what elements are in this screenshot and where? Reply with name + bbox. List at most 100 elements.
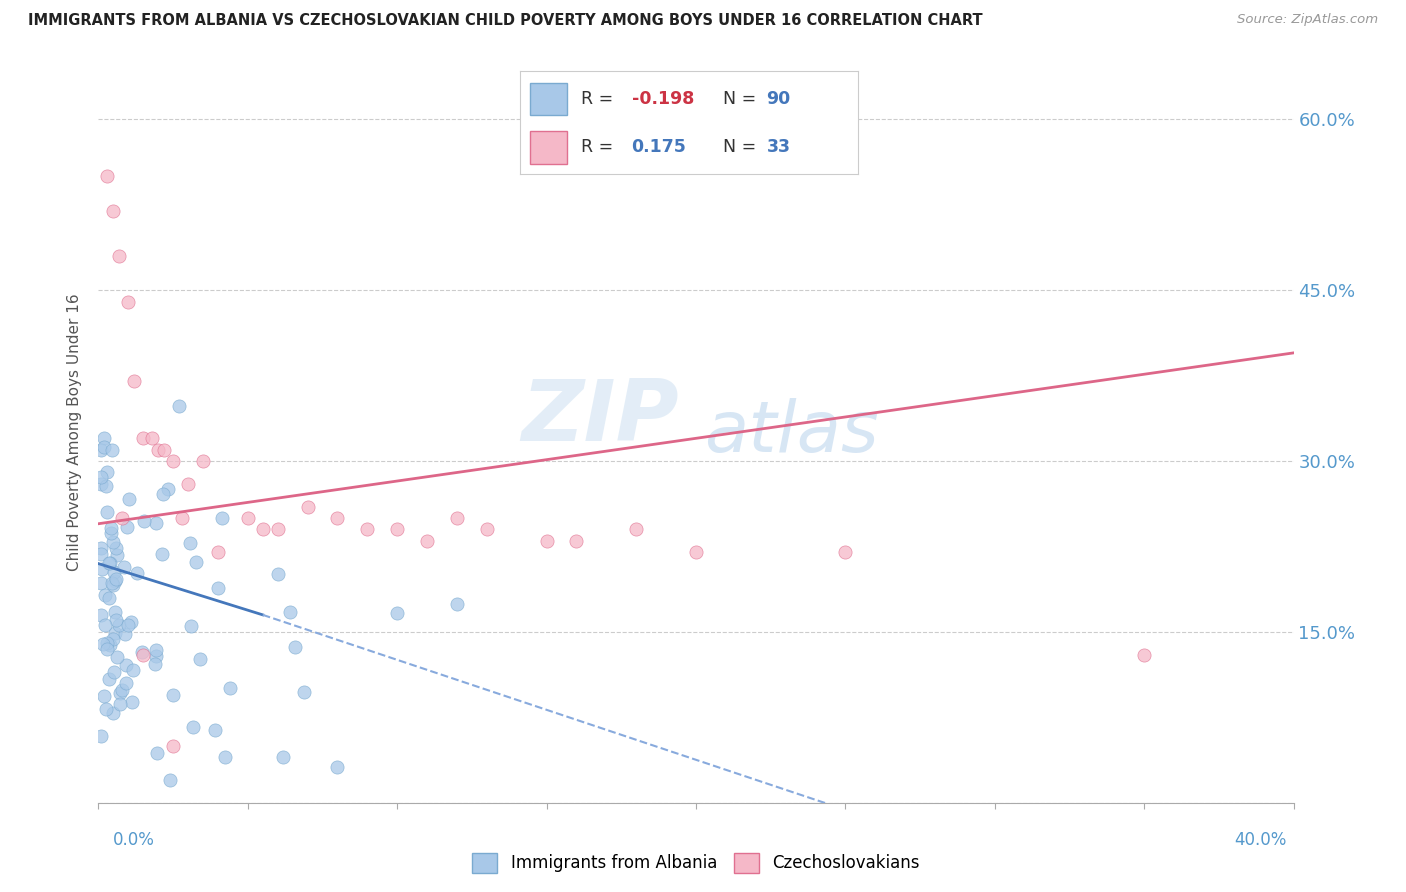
Point: [90, 547, 112, 561]
Point: [108, 249, 131, 263]
FancyBboxPatch shape: [530, 83, 568, 115]
Point: [103, 203, 125, 218]
Point: [834, 545, 856, 559]
Point: [121, 695, 143, 709]
Point: [385, 606, 409, 620]
Text: N =: N =: [723, 138, 762, 156]
Point: [280, 605, 302, 619]
Text: N =: N =: [723, 90, 762, 108]
Point: [297, 500, 319, 514]
Point: [162, 454, 184, 468]
Text: 40.0%: 40.0%: [1234, 831, 1286, 849]
Point: [204, 723, 226, 737]
Point: [114, 626, 136, 640]
Point: [96, 636, 118, 650]
Point: [207, 582, 229, 596]
Point: [93, 440, 115, 454]
Point: [107, 618, 129, 632]
Point: [1133, 648, 1156, 662]
Point: [93, 690, 115, 704]
Text: 0.0%: 0.0%: [112, 831, 155, 849]
Point: [103, 632, 125, 647]
Point: [145, 643, 167, 657]
Point: [159, 772, 181, 787]
Point: [127, 566, 149, 581]
Point: [94, 702, 117, 716]
Point: [145, 516, 167, 531]
Point: [141, 431, 163, 445]
Point: [94, 618, 117, 632]
Point: [100, 575, 122, 590]
Point: [101, 706, 124, 720]
Point: [104, 625, 127, 640]
Point: [105, 541, 128, 555]
Point: [103, 574, 125, 588]
Text: 0.175: 0.175: [631, 138, 686, 156]
Point: [104, 605, 127, 619]
Point: [90, 607, 112, 622]
Point: [143, 657, 166, 671]
Point: [565, 533, 588, 548]
Point: [180, 619, 202, 633]
Point: [626, 523, 648, 537]
Point: [103, 565, 125, 579]
Point: [292, 685, 315, 699]
Point: [132, 648, 155, 662]
Point: [326, 511, 349, 525]
Text: 33: 33: [766, 138, 790, 156]
Point: [96, 466, 118, 480]
Point: [118, 491, 141, 506]
Point: [90, 561, 112, 575]
Point: [111, 682, 134, 697]
Point: [90, 476, 112, 491]
Point: [108, 698, 131, 712]
Point: [94, 478, 117, 492]
Point: [146, 746, 169, 760]
Point: [162, 688, 184, 702]
Point: [90, 541, 112, 556]
Point: [284, 640, 307, 654]
Point: [107, 650, 129, 665]
Point: [98, 638, 121, 652]
Point: [152, 547, 174, 561]
Legend: Immigrants from Albania, Czechoslovakians: Immigrants from Albania, Czechoslovakian…: [465, 846, 927, 880]
Point: [117, 294, 139, 309]
Point: [114, 657, 136, 672]
Point: [267, 523, 290, 537]
Point: [188, 652, 211, 666]
Point: [90, 575, 112, 590]
Text: R =: R =: [581, 138, 624, 156]
Point: [115, 675, 138, 690]
Text: Source: ZipAtlas.com: Source: ZipAtlas.com: [1237, 13, 1378, 27]
Point: [117, 618, 139, 632]
Point: [162, 739, 184, 753]
Point: [98, 591, 121, 606]
Text: ZIP: ZIP: [522, 376, 679, 459]
Point: [110, 686, 132, 700]
Point: [124, 375, 146, 389]
Point: [191, 454, 214, 468]
Point: [536, 533, 558, 548]
Text: IMMIGRANTS FROM ALBANIA VS CZECHOSLOVAKIAN CHILD POVERTY AMONG BOYS UNDER 16 COR: IMMIGRANTS FROM ALBANIA VS CZECHOSLOVAKI…: [28, 13, 983, 29]
Point: [252, 523, 274, 537]
Point: [267, 567, 290, 582]
Point: [446, 511, 468, 525]
Point: [152, 487, 174, 501]
Point: [211, 511, 233, 525]
Point: [100, 442, 122, 457]
Point: [219, 681, 242, 696]
Point: [148, 442, 170, 457]
Point: [214, 750, 236, 764]
FancyBboxPatch shape: [530, 131, 568, 163]
Point: [98, 673, 121, 687]
Text: -0.198: -0.198: [631, 90, 695, 108]
Point: [131, 645, 153, 659]
Point: [96, 642, 118, 657]
Point: [416, 533, 439, 548]
Point: [186, 555, 208, 569]
Point: [91, 637, 114, 651]
Point: [111, 511, 134, 525]
Point: [98, 556, 121, 570]
Point: [120, 615, 142, 629]
Point: [156, 482, 179, 496]
